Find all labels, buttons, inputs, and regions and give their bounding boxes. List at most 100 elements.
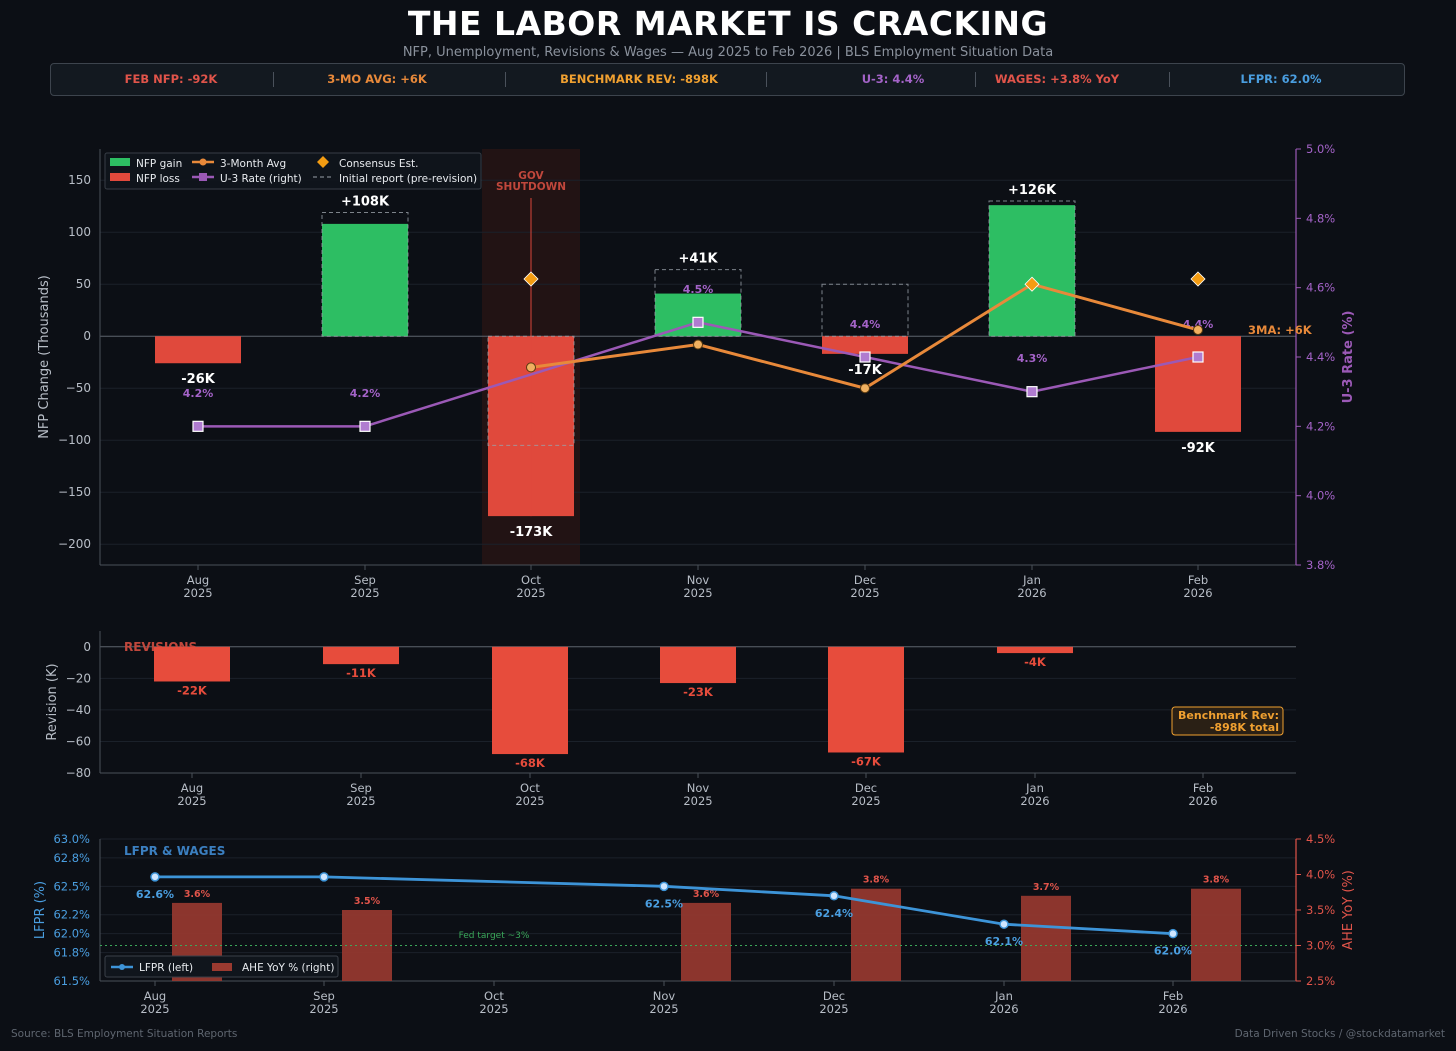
three-month-avg-point [1194, 325, 1203, 334]
legend-label-u3: U-3 Rate (right) [220, 173, 302, 185]
lfpr-value-label: 62.1% [985, 935, 1023, 948]
nfp-value-label: +126K [1008, 183, 1057, 198]
ahe-bar [1191, 889, 1241, 981]
rev-ytick-label: −80 [66, 766, 91, 780]
lfpr-xtick-label: 2025 [479, 1002, 508, 1016]
lfpr-xtick-label: 2025 [140, 1002, 169, 1016]
legend-swatch-avg-dot [200, 159, 207, 166]
nfp-xtick-label: Feb [1188, 573, 1208, 587]
source-note: Source: BLS Employment Situation Reports [11, 1028, 237, 1040]
u3-ytick-label: 4.0% [1306, 489, 1335, 503]
rev-ylabel: Revision (K) [45, 663, 60, 740]
nfp-ytick-label: −200 [58, 537, 91, 551]
lfpr-xtick-label: Dec [823, 989, 845, 1003]
legend-label-ahe: AHE YoY % (right) [242, 962, 334, 974]
lfpr-point [830, 892, 838, 900]
nfp-bar [989, 205, 1075, 336]
legend-label-gain: NFP gain [136, 158, 182, 170]
rev-xtick-label: Feb [1193, 781, 1213, 795]
u3-ytick-label: 4.2% [1306, 419, 1335, 433]
ahe-value-label: 3.8% [1203, 875, 1230, 886]
revision-bar [660, 647, 736, 683]
lfpr-xtick-label: 2025 [309, 1002, 338, 1016]
revision-value-label: -67K [851, 754, 882, 768]
rev-xtick-label: 2025 [851, 794, 880, 808]
rev-xtick-label: Sep [350, 781, 372, 795]
u3-ytick-label: 4.6% [1306, 281, 1335, 295]
lfpr-value-label: 62.0% [1154, 945, 1192, 958]
ahe-ytick-label: 3.5% [1306, 903, 1335, 917]
nfp-xtick-label: 2025 [683, 586, 712, 600]
u3-point [360, 421, 370, 431]
charts-canvas: 150100500−50−100−150−2005.0%4.8%4.6%4.4%… [0, 0, 1456, 1051]
nfp-xtick-label: 2026 [1017, 586, 1046, 600]
revision-bar [828, 647, 904, 753]
lfpr-point [1169, 930, 1177, 938]
lfpr-xtick-label: Jan [994, 989, 1013, 1003]
u3-value-label: 4.4% [850, 318, 881, 331]
nfp-value-label: -17K [848, 363, 882, 378]
legend-label-avg: 3-Month Avg [220, 158, 286, 170]
ahe-bar [681, 903, 731, 981]
ahe-bar [1021, 896, 1071, 981]
revisions-panel: 0−20−40−60−80Revision (K)REVISIONSAug202… [45, 631, 1296, 808]
lfpr-xtick-label: Sep [313, 989, 335, 1003]
lfpr-value-label: 62.5% [645, 897, 683, 910]
rev-xtick-label: Oct [520, 781, 540, 795]
revision-bar [323, 647, 399, 664]
nfp-xtick-label: Jan [1022, 573, 1041, 587]
nfp-ytick-label: −50 [66, 381, 91, 395]
lfpr-xtick-label: 2026 [989, 1002, 1018, 1016]
lfpr-xtick-label: Oct [484, 989, 504, 1003]
nfp-xtick-label: Nov [687, 573, 710, 587]
nfp-ytick-label: −100 [58, 433, 91, 447]
lfpr-ytick-label: 62.0% [53, 927, 90, 941]
lfpr-point [151, 873, 159, 881]
nfp-panel: 150 100 50 0 −50 −100 −150 −200 5.0% 4.8% 4.6% 4.4%… [37, 142, 1356, 600]
nfp-ytick-label: 0 [83, 329, 91, 343]
u3-value-label: 4.5% [683, 283, 714, 296]
lfpr-value-label: 62.4% [815, 907, 853, 920]
nfp-ytick-label: 100 [68, 225, 91, 239]
nfp-xtick-label: Oct [521, 573, 541, 587]
nfp-value-label: -173K [510, 525, 554, 540]
u3-value-label: 4.2% [350, 387, 381, 400]
ahe-value-label: 3.6% [184, 889, 211, 900]
u3-point [1027, 387, 1037, 397]
lfpr-xtick-label: Nov [653, 989, 676, 1003]
nfp-value-label: -92K [1181, 441, 1215, 456]
lfpr-xtick-label: 2026 [1158, 1002, 1187, 1016]
rev-xtick-label: 2025 [515, 794, 544, 808]
shutdown-label: SHUTDOWN [496, 181, 566, 193]
u3-ytick-label: 4.8% [1306, 211, 1335, 225]
rev-xtick-label: 2026 [1188, 794, 1217, 808]
nfp-xtick-label: Sep [354, 573, 376, 587]
u3-point [1193, 352, 1203, 362]
u3-point [193, 421, 203, 431]
rev-xtick-label: Nov [687, 781, 710, 795]
lfpr-wages-panel: 63.0% 62.8% 62.5% 62.2% 62.0% 61.8% 61.5% 4.5% 4… [33, 832, 1356, 1016]
legend-label-loss: NFP loss [136, 173, 180, 185]
rev-xtick-label: 2025 [177, 794, 206, 808]
u3-ytick-label: 5.0% [1306, 142, 1335, 156]
lfpr-ytick-label: 61.8% [53, 946, 90, 960]
lfpr-ytick-label: 62.5% [53, 879, 90, 893]
lfpr-point [660, 882, 668, 890]
nfp-xtick-label: 2025 [516, 586, 545, 600]
revision-value-label: -4K [1024, 655, 1047, 669]
lfpr-xtick-label: Feb [1163, 989, 1183, 1003]
nfp-ylabel: NFP Change (Thousands) [37, 275, 52, 439]
rev-xtick-label: 2026 [1020, 794, 1049, 808]
rev-xtick-label: Jan [1025, 781, 1044, 795]
nfp-ytick-label: 50 [76, 277, 91, 291]
three-ma-annotation: 3MA: +6K [1248, 323, 1313, 337]
lfpr-legend: LFPR (left) AHE YoY % (right) [105, 956, 338, 977]
lfpr-xtick-label: 2025 [819, 1002, 848, 1016]
legend-swatch-gain [110, 158, 130, 166]
ahe-ytick-label: 2.5% [1306, 974, 1335, 988]
revision-bar [492, 647, 568, 754]
lfpr-value-label: 62.6% [136, 888, 174, 901]
nfp-ytick-label: 150 [68, 173, 91, 187]
nfp-bar [155, 336, 241, 363]
benchmark-box-value: -898K total [1210, 721, 1279, 734]
